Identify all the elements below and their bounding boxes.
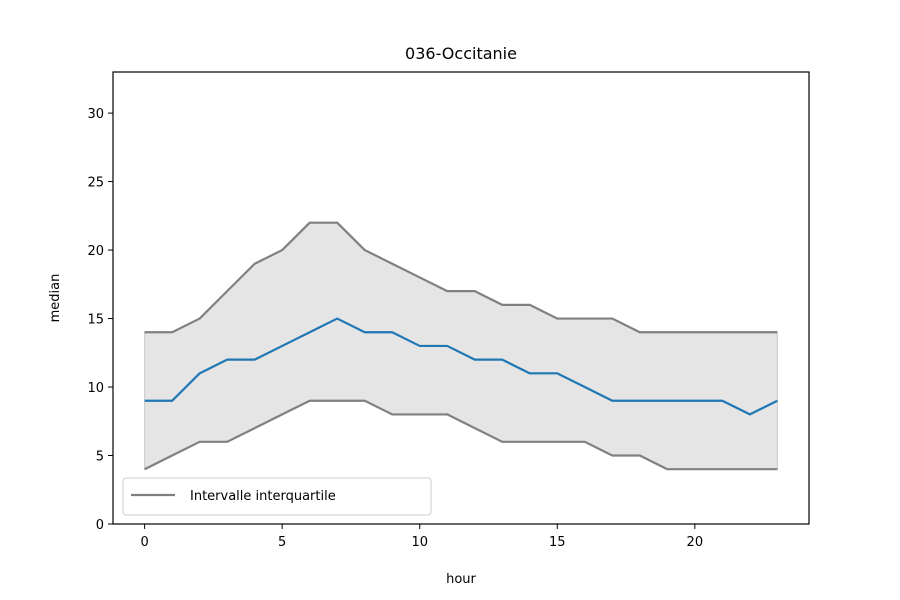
x-tick-label: 10: [411, 535, 428, 550]
legend-label: Intervalle interquartile: [190, 489, 336, 504]
y-tick-label: 10: [87, 381, 104, 396]
x-tick-label: 5: [278, 535, 286, 550]
x-tick-label: 20: [687, 535, 704, 550]
plot-area: [144, 221, 778, 471]
y-tick-label: 5: [96, 450, 104, 465]
chart-title: 036-Occitanie: [405, 44, 517, 63]
series-line-median: [144, 317, 778, 416]
y-tick-label: 30: [87, 107, 104, 122]
x-tick-label: 0: [140, 535, 148, 550]
y-axis-label: median: [48, 274, 63, 323]
legend: Intervalle interquartile: [122, 477, 432, 516]
y-axis: 0 5 10 15 20 25 30: [87, 107, 113, 533]
y-tick-label: 15: [87, 313, 104, 328]
legend-box: [122, 477, 432, 516]
x-tick-label: 15: [549, 535, 566, 550]
y-tick-label: 0: [96, 518, 104, 533]
interquartile-band: [144, 222, 778, 471]
x-axis: 0 5 10 15 20: [140, 524, 703, 550]
y-tick-label: 25: [87, 176, 104, 191]
axes-frame: [112, 71, 810, 525]
series-line-q1: [144, 399, 778, 471]
series-line-q3: [144, 221, 778, 334]
x-axis-label: hour: [446, 572, 476, 587]
y-tick-label: 20: [87, 244, 104, 259]
